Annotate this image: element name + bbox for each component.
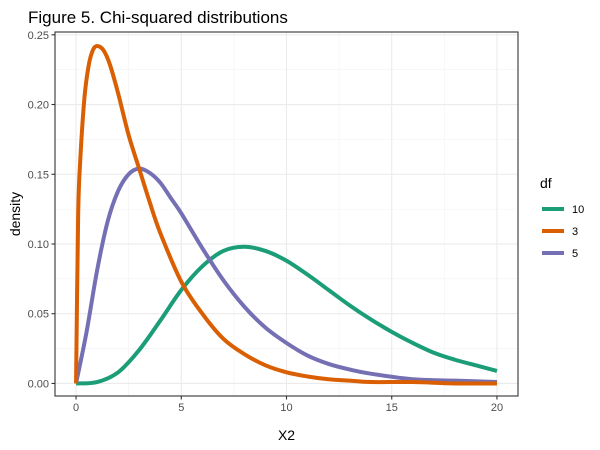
y-tick-label: 0.20 (28, 100, 49, 112)
series-line-df-3 (74, 43, 497, 386)
chart-title: Figure 5. Chi-squared distributions (28, 8, 288, 27)
legend-label-3: 3 (572, 226, 578, 238)
y-tick-label: 0.25 (28, 30, 49, 42)
legend-title: df (540, 175, 552, 191)
legend: df 10 3 5 (540, 175, 584, 260)
x-axis-title: X2 (278, 427, 295, 443)
x-tick-label: 15 (386, 402, 398, 414)
x-axis: 0 5 10 15 20 (73, 396, 503, 414)
y-tick-label: 0.15 (28, 169, 49, 181)
series-line-df-5 (74, 166, 498, 385)
legend-label-5: 5 (572, 248, 578, 260)
series-line-df-10 (75, 244, 498, 386)
y-tick-label: 0.05 (28, 309, 49, 321)
series-layer (74, 43, 498, 386)
y-tick-label: 0.00 (28, 378, 49, 390)
y-axis-title: density (7, 192, 23, 236)
x-tick-label: 20 (491, 402, 503, 414)
x-tick-label: 10 (280, 402, 292, 414)
y-axis: 0.00 0.05 0.10 0.15 0.20 0.25 (28, 30, 55, 390)
legend-label-10: 10 (572, 204, 584, 216)
y-tick-label: 0.10 (28, 239, 49, 251)
x-tick-label: 0 (73, 402, 79, 414)
x-tick-label: 5 (178, 402, 184, 414)
